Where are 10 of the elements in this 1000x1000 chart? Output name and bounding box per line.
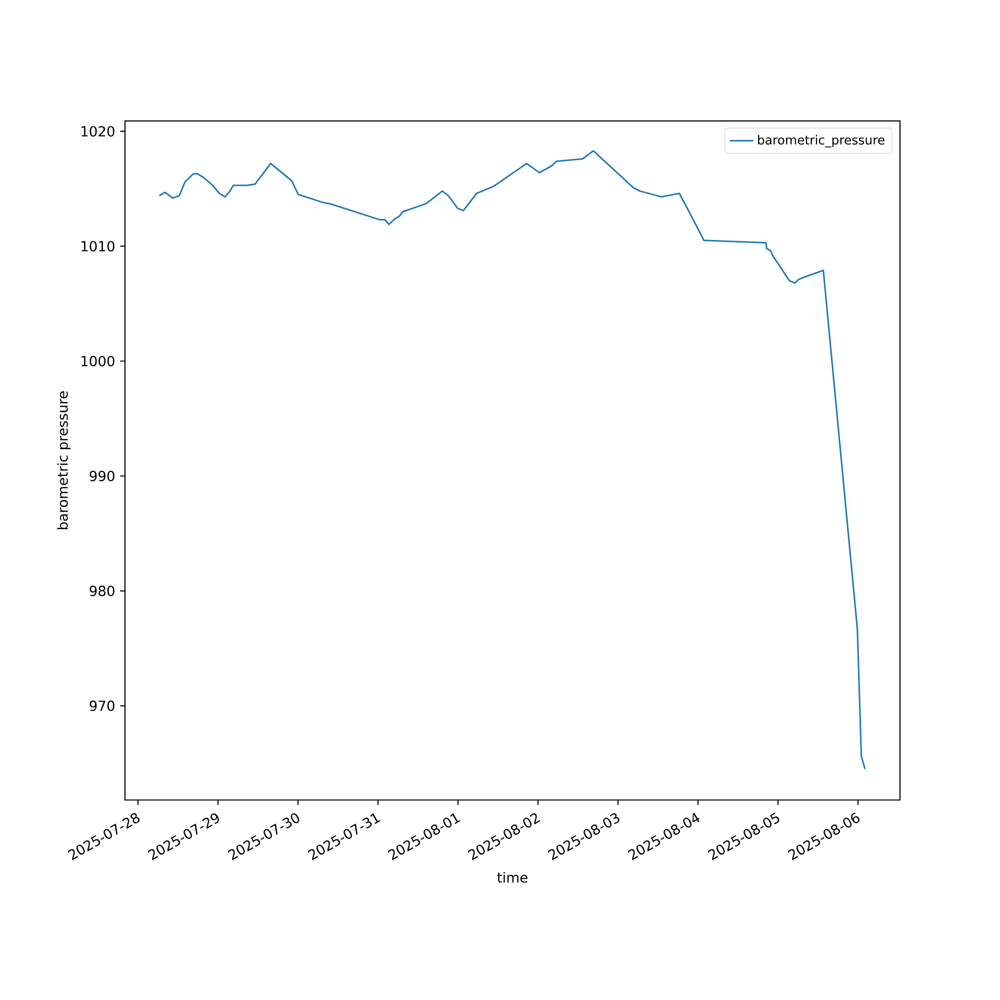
y-tick-label: 970: [90, 700, 114, 712]
y-tick-label: 1020: [82, 126, 114, 137]
y-tick-label: 990: [90, 470, 114, 482]
y-axis-title: barometric pressure: [57, 391, 71, 530]
y-tick-label: 1010: [82, 240, 114, 252]
x-axis-title: time: [497, 872, 528, 883]
legend-label: barometric_pressure: [758, 134, 884, 148]
line-series: [158, 150, 866, 770]
y-tick-label: 980: [90, 586, 114, 596]
y-tick-label: 1000: [82, 356, 114, 366]
